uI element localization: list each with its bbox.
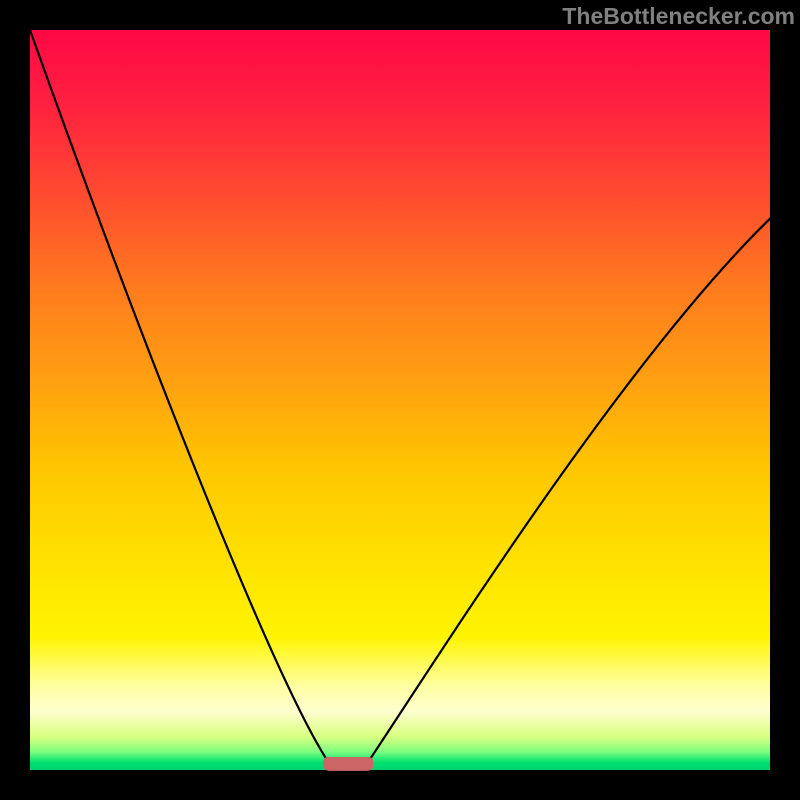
outer-frame: TheBottlenecker.com — [0, 0, 800, 800]
plot-area — [30, 30, 770, 770]
watermark-text: TheBottlenecker.com — [562, 3, 795, 30]
optimal-point-marker — [323, 757, 373, 770]
bottleneck-curve — [30, 30, 770, 770]
